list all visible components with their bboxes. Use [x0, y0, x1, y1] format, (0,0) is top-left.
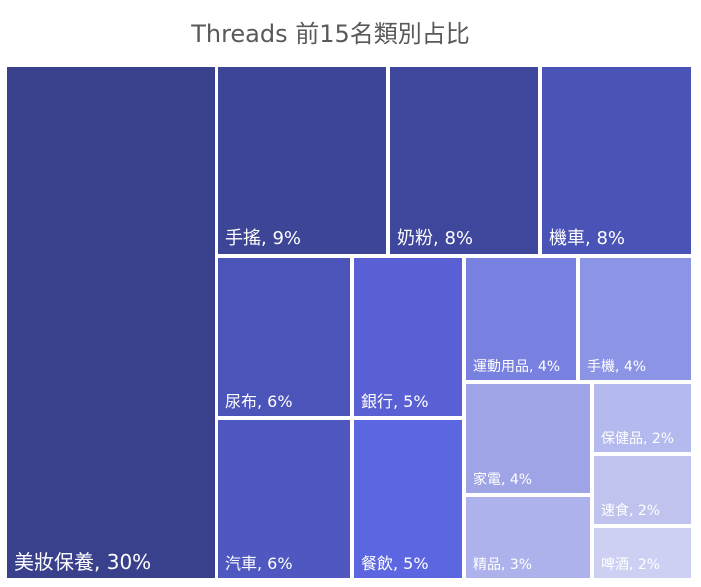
treemap-cell-label: 手搖, 9% — [225, 228, 301, 249]
treemap-cell-label: 精品, 3% — [473, 557, 533, 573]
treemap-cell: 尿布, 6% — [216, 256, 352, 418]
treemap-cell-label: 運動用品, 4% — [473, 359, 561, 375]
treemap-cell: 運動用品, 4% — [464, 256, 578, 382]
treemap-cell-label: 餐飲, 5% — [361, 554, 429, 573]
treemap-cell-label: 汽車, 6% — [225, 554, 293, 573]
treemap-cell-label: 手機, 4% — [587, 359, 647, 375]
treemap-cell: 速食, 2% — [592, 454, 693, 526]
treemap-cell: 精品, 3% — [464, 495, 592, 580]
treemap-cell-label: 啤酒, 2% — [601, 557, 661, 573]
treemap-cell: 銀行, 5% — [352, 256, 464, 418]
treemap-cell-label: 保健品, 2% — [601, 431, 675, 447]
treemap-cell: 啤酒, 2% — [592, 526, 693, 580]
treemap-cell: 保健品, 2% — [592, 382, 693, 454]
treemap-cell: 家電, 4% — [464, 382, 592, 495]
treemap-cell-label: 機車, 8% — [549, 228, 625, 249]
treemap-cell-label: 尿布, 6% — [225, 392, 293, 411]
treemap-cell: 餐飲, 5% — [352, 418, 464, 580]
treemap-cell: 機車, 8% — [540, 65, 693, 256]
treemap-cell: 汽車, 6% — [216, 418, 352, 580]
treemap-cell-label: 銀行, 5% — [361, 392, 429, 411]
treemap-cell: 手機, 4% — [578, 256, 693, 382]
treemap-cell: 手搖, 9% — [216, 65, 388, 256]
treemap-cell-label: 家電, 4% — [473, 472, 533, 488]
treemap-cell: 奶粉, 8% — [388, 65, 540, 256]
treemap-cell-label: 奶粉, 8% — [397, 228, 473, 249]
treemap-cell-label: 速食, 2% — [601, 503, 661, 519]
treemap-cell-label: 美妝保養, 30% — [14, 550, 152, 574]
chart-title: Threads 前15名類別占比 — [191, 20, 470, 48]
treemap-cell: 美妝保養, 30% — [5, 65, 217, 580]
